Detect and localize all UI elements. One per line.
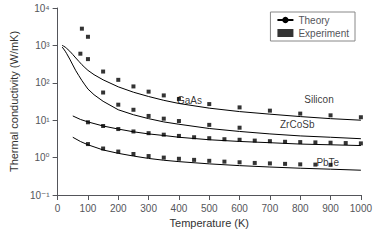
svg-text:600: 600 bbox=[231, 203, 248, 214]
svg-text:Temperature (K): Temperature (K) bbox=[170, 217, 249, 229]
svg-text:Silicon: Silicon bbox=[304, 94, 333, 105]
svg-text:300: 300 bbox=[140, 203, 157, 214]
svg-text:500: 500 bbox=[201, 203, 218, 214]
svg-text:10¹: 10¹ bbox=[35, 115, 50, 126]
svg-text:900: 900 bbox=[322, 203, 339, 214]
svg-text:PbTe: PbTe bbox=[316, 157, 339, 168]
svg-text:400: 400 bbox=[171, 203, 188, 214]
svg-text:ZrCoSb: ZrCoSb bbox=[280, 119, 315, 130]
svg-text:700: 700 bbox=[262, 203, 279, 214]
svg-text:10³: 10³ bbox=[35, 40, 50, 51]
svg-text:100: 100 bbox=[80, 203, 97, 214]
svg-text:Thermal conductivity (W/mK): Thermal conductivity (W/mK) bbox=[8, 31, 20, 172]
svg-text:10²: 10² bbox=[35, 77, 50, 88]
svg-text:800: 800 bbox=[292, 203, 309, 214]
svg-text:10⁰: 10⁰ bbox=[34, 152, 49, 163]
svg-text:1000: 1000 bbox=[350, 203, 373, 214]
svg-text:200: 200 bbox=[110, 203, 127, 214]
svg-text:Theory: Theory bbox=[298, 15, 329, 26]
svg-text:10⁴: 10⁴ bbox=[34, 3, 49, 14]
svg-text:10⁻¹: 10⁻¹ bbox=[30, 190, 50, 201]
svg-text:0: 0 bbox=[55, 203, 61, 214]
svg-text:GaAs: GaAs bbox=[176, 94, 202, 106]
svg-text:Experiment: Experiment bbox=[298, 28, 349, 39]
